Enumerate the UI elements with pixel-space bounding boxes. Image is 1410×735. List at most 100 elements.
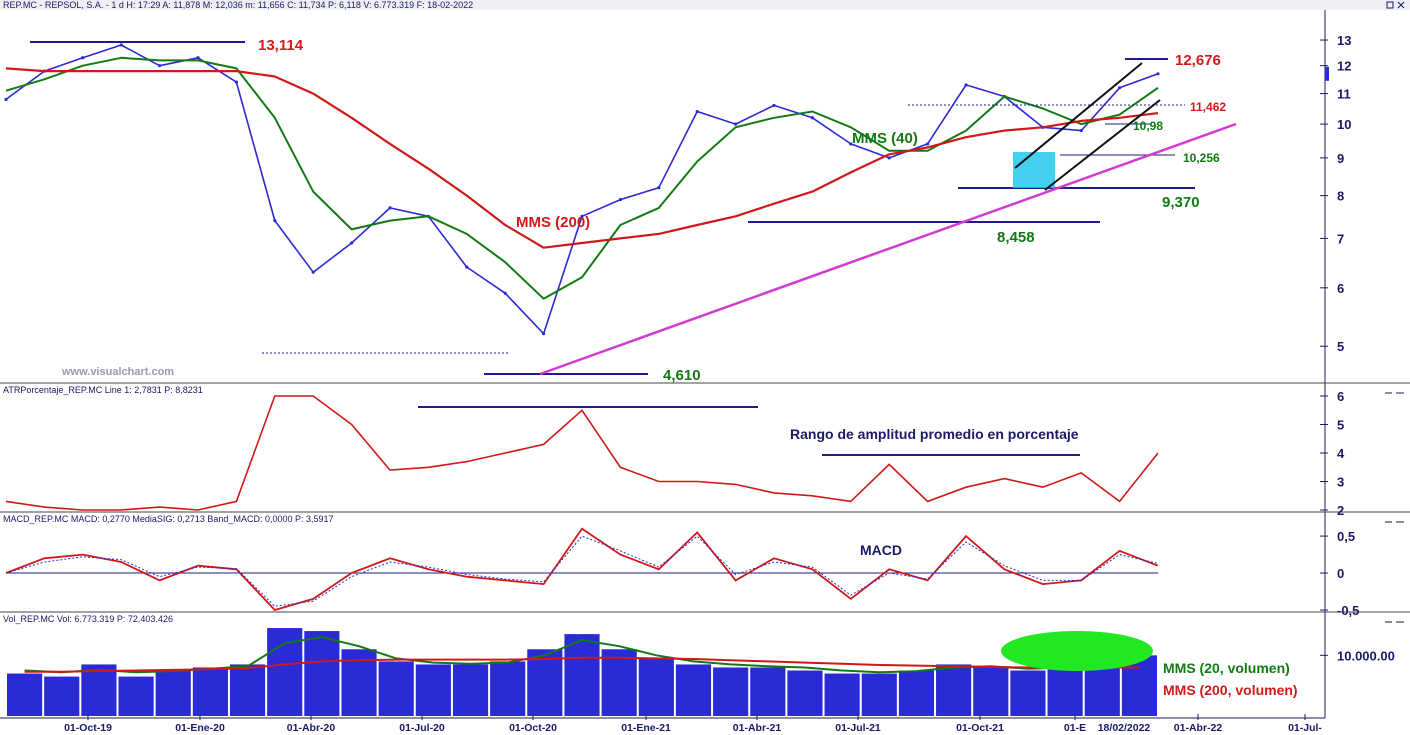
price-y-tick-label: 11 (1337, 87, 1351, 102)
volume-bar (787, 670, 823, 716)
volume-bar (44, 676, 80, 716)
volume-bar (973, 667, 1009, 716)
label-9370: 9,370 (1162, 194, 1200, 211)
price-data-point (1156, 72, 1160, 76)
volume-highlight-ellipse (1001, 631, 1153, 671)
price-data-point (273, 219, 277, 223)
price-data-point (810, 116, 815, 120)
volume-bar (713, 667, 749, 716)
atr-series-line (5, 395, 1159, 511)
atr-y-tick-label: 2 (1337, 503, 1344, 518)
volume-bar (936, 664, 972, 716)
volume-bar (750, 667, 786, 716)
price-panel-controls[interactable] (1386, 1, 1405, 9)
label-12676: 12,676 (1175, 52, 1221, 69)
volume-bar (527, 649, 563, 716)
macd-series-line (5, 527, 1159, 612)
label-11462: 11,462 (1190, 100, 1226, 114)
volume-bar (304, 631, 340, 716)
price-data-point (618, 198, 623, 202)
price-data-point (388, 206, 392, 210)
price-y-tick-label: 7 (1337, 231, 1344, 246)
label-4610: 4,610 (663, 367, 701, 384)
macd-signal-line (5, 535, 1159, 607)
volume-bar (118, 676, 154, 716)
atr-y-tick-label: 6 (1337, 389, 1344, 404)
x-tick-label: 01-Ene-21 (621, 722, 671, 734)
price-y-tick-label: 9 (1337, 151, 1344, 166)
x-tick-label: 01-Jul-20 (399, 722, 445, 734)
price-data-point (350, 241, 354, 245)
price-data-point (1118, 86, 1122, 90)
price-data-point (849, 142, 853, 146)
x-tick-label: 01-Oct-21 (956, 722, 1004, 734)
close-icon[interactable] (1397, 1, 1405, 9)
volume-bar (1010, 670, 1046, 716)
label-1098: 10,98 (1133, 119, 1163, 133)
macd-y-tick-label: 0,5 (1337, 529, 1355, 544)
volume-bar (155, 670, 191, 716)
series-label-mms200: MMS (200) (516, 214, 590, 231)
label-13114: 13,114 (258, 37, 304, 54)
atr-panel-title: Rango de amplitud promedio en porcentaje (790, 426, 1079, 442)
price-data-point (580, 214, 584, 218)
price-data-point (657, 186, 661, 190)
price-data-point (734, 122, 738, 126)
x-tick-label: 01-Ene-20 (175, 722, 225, 734)
price-data-point (964, 83, 968, 87)
x-tick-label: 01-Abr-20 (287, 722, 336, 734)
mms200-series-line (5, 67, 1159, 249)
volume-legend-mms200: MMS (200, volumen) (1163, 682, 1298, 698)
x-tick-label: 01-Jul- (1288, 722, 1322, 734)
price-y-tick-label: 5 (1337, 339, 1344, 354)
atr-y-tick-label: 4 (1337, 446, 1345, 461)
price-data-point (1079, 128, 1083, 133)
consolidation-box (1013, 152, 1055, 188)
maximize-icon[interactable] (1386, 1, 1394, 9)
long-term-trendline (539, 122, 1237, 376)
atr-y-tick-label: 5 (1337, 418, 1344, 433)
volume-legend-mms20: MMS (20, volumen) (1163, 660, 1290, 676)
volume-y-tick-label: 10.000.00 (1337, 648, 1395, 663)
volume-bar (415, 664, 451, 716)
price-data-point (119, 43, 123, 47)
label-8458: 8,458 (997, 229, 1035, 246)
volume-bar (601, 649, 637, 716)
watermark: www.visualchart.com (61, 366, 174, 378)
x-tick-label: 01-Abr-22 (1174, 722, 1223, 734)
price-data-point (772, 103, 776, 108)
channel-upper-line (1014, 62, 1143, 169)
atr-y-tick-label: 3 (1337, 475, 1344, 490)
price-data-point (542, 332, 546, 336)
price-data-point (196, 56, 200, 60)
volume-bar (898, 670, 935, 716)
series-label-mms40: MMS (40) (852, 130, 918, 147)
macd-y-tick-label: 0 (1337, 566, 1344, 581)
volume-bar (81, 664, 117, 716)
price-header-bar (0, 0, 1410, 10)
price-data-point (81, 56, 85, 60)
volume-bar (378, 661, 414, 716)
price-data-point (465, 265, 469, 269)
price-data-point (4, 97, 8, 102)
channel-lower-line (1044, 99, 1161, 191)
x-tick-label: 01-Oct-20 (509, 722, 557, 734)
price-data-point (695, 109, 699, 114)
volume-bar (490, 661, 526, 716)
volume-bar (452, 664, 489, 716)
price-y-tick-label: 12 (1337, 59, 1351, 74)
last-price-marker (1325, 66, 1329, 81)
price-data-point (158, 64, 162, 68)
price-data-point (234, 80, 238, 84)
x-tick-label: 01-Abr-21 (733, 722, 782, 734)
volume-bar (564, 634, 600, 716)
volume-bar (638, 658, 674, 716)
volume-bar (1047, 667, 1083, 716)
volume-bar (675, 664, 712, 716)
macd-y-tick-label: -0,5 (1337, 603, 1359, 618)
x-tick-label: 01-E (1064, 722, 1086, 734)
volume-panel-header: Vol_REP.MC Vol: 6.773.319 P: 72.403.426 (3, 614, 173, 624)
price-data-point (311, 270, 315, 274)
macd-panel-header: MACD_REP.MC MACD: 0,2770 MediaSIG: 0,271… (3, 514, 334, 524)
price-data-point (926, 142, 930, 146)
